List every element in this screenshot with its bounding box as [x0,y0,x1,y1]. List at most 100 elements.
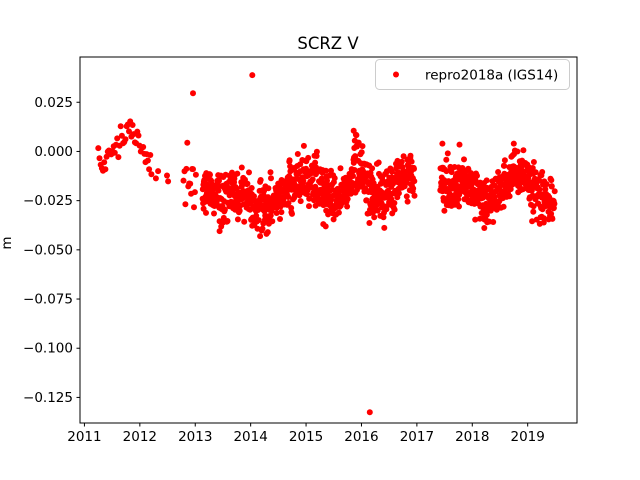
data-point [530,208,537,215]
x-tick-label: 2011 [67,429,101,445]
y-tick-label: 0.000 [34,144,73,160]
data-point [216,177,222,184]
data-point [381,224,388,231]
data-point [539,169,546,175]
data-point [351,167,358,173]
x-tick-label: 2015 [289,429,323,445]
data-point [318,175,325,182]
data-point [224,218,231,224]
data-point [410,185,417,192]
data-point [309,176,316,183]
data-point [115,154,122,161]
x-tick-label: 2014 [233,429,267,445]
data-point [483,177,490,184]
data-point [330,216,337,223]
data-point [203,209,209,216]
data-point [337,165,344,172]
x-tick-label: 2017 [400,429,434,445]
data-point [350,173,356,179]
legend-marker-icon [393,71,399,78]
data-point [541,215,547,222]
data-point [404,198,411,205]
data-point [183,165,190,172]
y-tick-label: −0.125 [23,390,73,406]
data-point [101,159,108,166]
data-point [146,166,153,173]
data-point [540,219,547,226]
data-point [312,183,319,190]
data-point [267,212,274,219]
data-point [474,172,480,179]
data-point [257,233,264,240]
data-point [461,156,467,163]
data-point [313,148,320,155]
data-point [126,128,132,135]
data-point [543,181,550,188]
data-point [530,203,537,210]
data-point [251,193,257,200]
data-point [234,170,241,177]
data-point [155,168,162,175]
data-point [551,188,558,195]
data-point [509,152,516,159]
legend: repro2018a (IGS14) [375,59,570,90]
data-point [443,156,450,163]
data-point [481,225,488,231]
data-point [221,206,228,213]
data-point [191,189,198,196]
data-point [359,143,366,150]
outlier-point [366,409,373,416]
data-point [306,195,313,202]
y-axis-ticks: 0.025 0.000 −0.025 −0.050 −0.075 −0.100 −0.125 [23,95,80,406]
legend-box [375,59,570,90]
data-point [407,152,414,159]
data-point [383,206,390,213]
y-tick-label: −0.050 [23,242,73,258]
axes-frame [79,56,578,424]
data-point [501,162,508,169]
data-point [129,122,136,128]
outlier-point [249,72,256,79]
data-point [380,214,387,221]
x-tick-label: 2012 [123,429,157,445]
data-point [358,149,365,156]
data-point [391,200,398,206]
data-point [395,190,402,197]
y-tick-label: 0.025 [34,95,73,111]
data-point [441,207,448,214]
data-point [520,147,527,154]
data-point [548,177,555,184]
data-point [322,167,329,174]
data-point [456,203,462,210]
data-point [285,200,292,206]
data-point [289,210,295,217]
data-point [285,194,292,200]
data-point [324,177,330,184]
x-tick-label: 2013 [178,429,212,445]
data-point [439,140,446,147]
data-point [369,165,376,172]
data-point [456,141,463,148]
data-point [102,166,109,173]
data-point [165,178,172,185]
data-point [253,212,260,219]
data-point [532,169,539,176]
data-point [335,209,342,216]
data-point [371,214,378,221]
x-tick-label: 2019 [511,429,545,445]
data-point [238,164,245,171]
data-point [244,180,251,187]
data-point [111,149,118,156]
data-point [286,157,293,164]
data-point [408,158,415,165]
data-point [536,177,543,184]
data-point [344,203,351,210]
data-point [312,159,319,166]
data-point [95,145,102,152]
x-tick-label: 2018 [455,429,489,445]
data-point [355,139,362,146]
outlier-point [190,90,196,97]
data-point [536,186,543,193]
